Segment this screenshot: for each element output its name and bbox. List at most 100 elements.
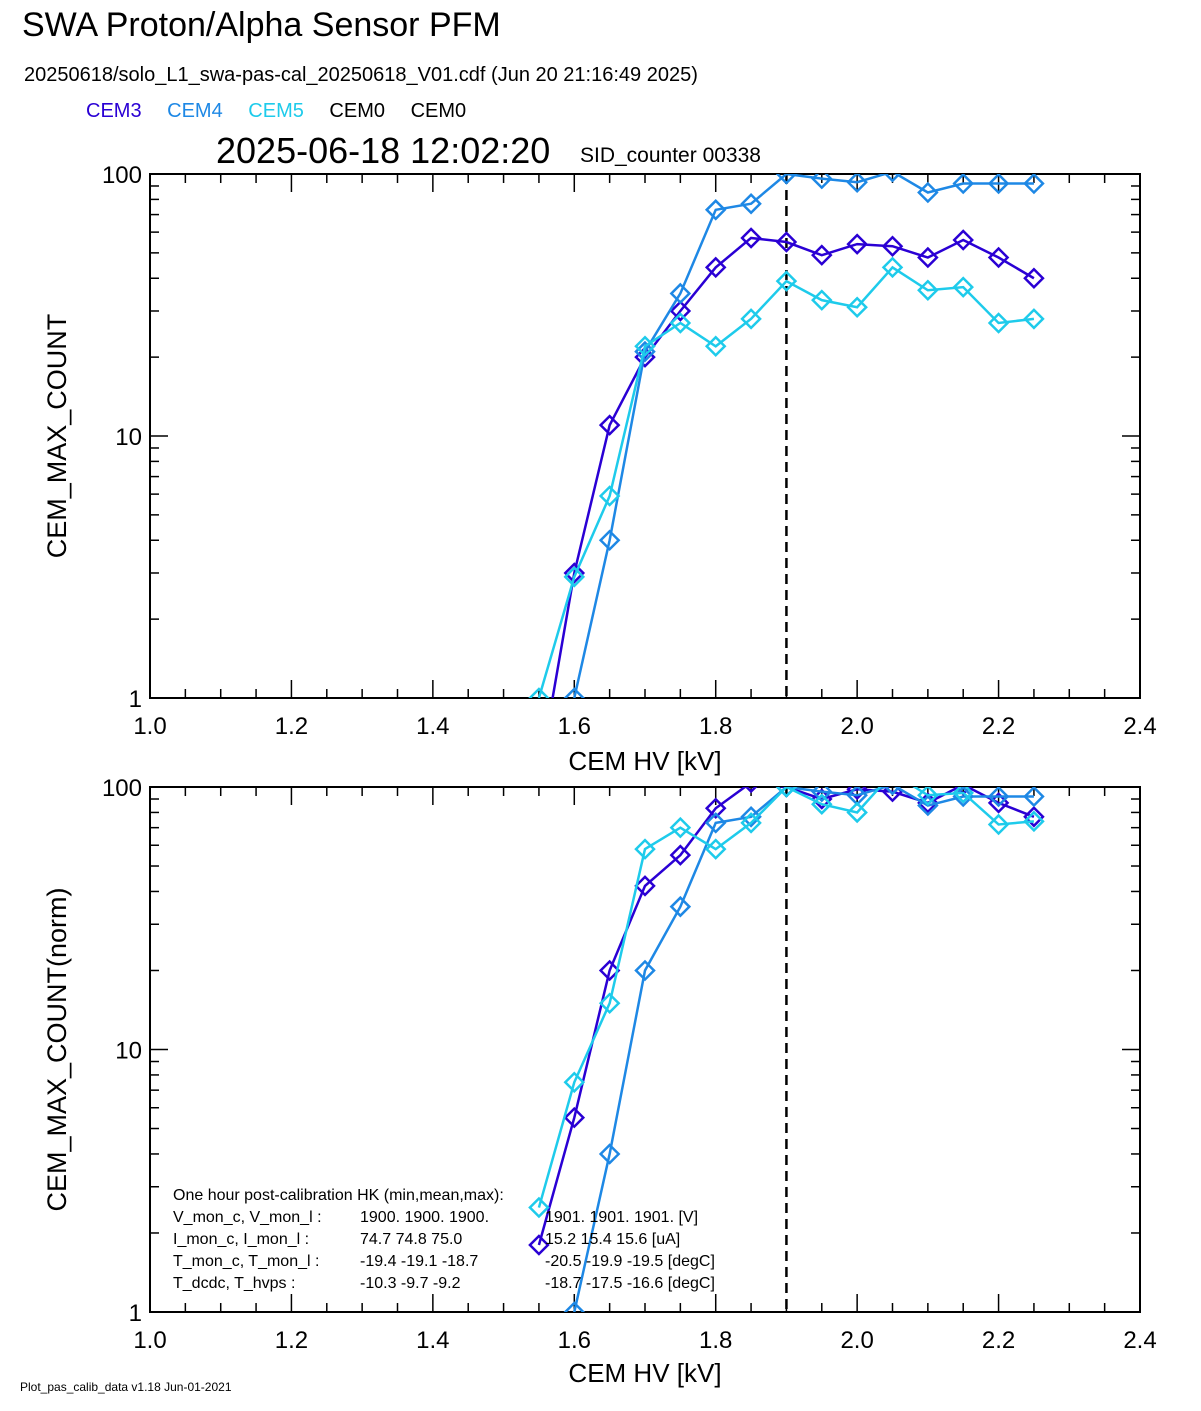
data-point-cem5 (775, 787, 798, 798)
data-point-cem3 (744, 787, 758, 794)
x-tick-label: 2.4 (1123, 713, 1156, 740)
sid-counter: SID_counter 00338 (580, 144, 761, 167)
data-point-cem5 (917, 279, 939, 302)
data-point-cem3 (598, 414, 621, 436)
series-group (528, 764, 1045, 1312)
data-point-cem5 (952, 787, 974, 804)
hk-row-name: T_dcdc, T_hvps : (173, 1275, 295, 1292)
data-point-cem5 (846, 801, 868, 824)
series-line-cem5 (537, 265, 1035, 698)
data-point-cem4 (704, 199, 727, 221)
data-point-cem3 (987, 246, 1010, 269)
data-point-cem5 (634, 838, 656, 860)
hk-row-name: V_mon_c, V_mon_l : (173, 1209, 322, 1226)
data-point-cem4 (811, 787, 833, 803)
y-axis-label: CEM_MAX_COUNT (42, 314, 72, 559)
x-tick-label: 2.0 (840, 1327, 873, 1354)
data-point-cem4 (634, 959, 656, 982)
data-point-cem4 (563, 687, 586, 698)
data-point-cem5 (704, 335, 727, 358)
footer-version: Plot_pas_calib_data v1.18 Jun-01-2021 (20, 1380, 232, 1394)
hk-row-values-l: -20.5 -19.9 -19.5 [degC] (545, 1253, 715, 1270)
data-point-cem5 (634, 335, 656, 358)
plot-frame (149, 173, 1141, 699)
series-line-cem3 (537, 787, 1035, 1246)
data-point-cem3 (669, 844, 692, 866)
x-tick-label: 1.4 (416, 713, 449, 740)
x-tick-label: 2.2 (982, 713, 1015, 740)
data-point-cem4 (883, 174, 902, 183)
data-point-cem4 (987, 787, 1010, 808)
x-tick-label: 1.6 (558, 1327, 591, 1354)
data-point-cem4 (1023, 174, 1045, 195)
x-tick-label: 2.4 (1123, 1327, 1156, 1354)
data-point-cem5 (881, 256, 904, 279)
data-point-cem4 (917, 794, 939, 817)
x-tick-label: 1.0 (133, 713, 166, 740)
data-point-cem5 (1023, 308, 1045, 330)
data-point-cem3 (634, 875, 656, 897)
data-point-cem3 (669, 300, 692, 322)
data-point-cem4 (1023, 787, 1045, 808)
data-point-cem4 (563, 1301, 586, 1312)
data-point-cem3 (846, 233, 868, 255)
data-point-cem5 (669, 816, 692, 839)
plot-panel-1: 1.0 1.2 1.4 1.6 1.8 2.0 2.2 2.4 1 10 100 CEM HV [kV… (42, 162, 1157, 786)
hk-row-values-c: 74.7 74.8 75.0 (360, 1231, 462, 1248)
y-axis-label: CEM_MAX_COUNT(norm) (42, 887, 72, 1211)
x-tick-label: 1.6 (558, 713, 591, 740)
series-line-cem5 (537, 787, 1035, 1208)
data-point-cem5 (811, 289, 833, 311)
data-point-cem3 (1023, 806, 1045, 828)
data-point-cem5 (1023, 810, 1045, 833)
page-title: SWA Proton/Alpha Sensor PFM (22, 6, 501, 44)
y-tick-label: 1 (129, 1300, 142, 1327)
x-axis-label: CEM HV [kV] (568, 746, 721, 776)
legend-item-cem4: CEM4 (167, 100, 223, 122)
series-line-cem4 (572, 174, 1034, 698)
x-tick-label: 1.0 (133, 1327, 166, 1354)
data-point-cem4 (598, 529, 621, 552)
data-point-cem3 (740, 227, 762, 249)
data-point-cem3 (598, 959, 621, 982)
series-line-cem4 (572, 787, 1034, 1312)
data-point-cem3 (528, 1234, 550, 1256)
x-tick-label: 1.8 (699, 713, 732, 740)
data-point-cem5 (669, 312, 692, 334)
data-point-cem5 (528, 687, 550, 698)
data-point-cem3 (563, 1106, 586, 1129)
data-point-cem4 (811, 174, 833, 190)
x-tick-label: 1.8 (699, 1327, 732, 1354)
data-point-cem3 (811, 244, 833, 266)
data-point-cem3 (846, 787, 868, 801)
x-axis-label: CEM HV [kV] (568, 1358, 721, 1388)
plot-panel-2: 1.0 1.2 1.4 1.6 1.8 2.0 2.2 2.4 1 10 100 CEM HV [kV… (42, 764, 1157, 1388)
x-tick-label: 2.2 (982, 1327, 1015, 1354)
data-point-cem3 (704, 797, 727, 820)
legend-item-cem3: CEM3 (86, 100, 142, 122)
data-point-cem3 (775, 231, 798, 253)
data-point-cem5 (846, 296, 868, 319)
data-point-cem3 (563, 562, 586, 584)
x-tick-label: 2.0 (840, 713, 873, 740)
y-tick-label: 10 (115, 424, 142, 451)
data-point-cem5 (598, 485, 621, 507)
data-point-cem4 (669, 895, 692, 918)
timestamp: 2025-06-18 12:02:20 (216, 130, 551, 171)
data-point-cem5 (563, 566, 586, 588)
data-point-cem4 (917, 181, 939, 204)
data-point-cem4 (846, 174, 868, 194)
data-point-cem3 (917, 246, 939, 269)
data-point-cem3 (952, 229, 974, 251)
data-point-cem3 (1023, 267, 1045, 290)
x-tick-label: 1.2 (275, 713, 308, 740)
hk-row-values-c: 1900. 1900. 1900. (360, 1209, 489, 1226)
data-point-cem5 (884, 764, 902, 782)
data-point-cem3 (704, 256, 727, 279)
series-group (528, 174, 1045, 786)
y-tick-label: 100 (102, 162, 142, 189)
data-point-cem5 (775, 270, 798, 292)
data-point-cem3 (530, 768, 548, 786)
data-point-cem4 (669, 282, 692, 305)
data-point-cem4 (883, 787, 902, 796)
